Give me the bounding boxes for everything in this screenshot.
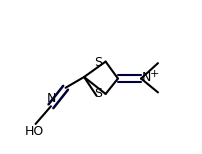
Text: N: N (142, 71, 151, 84)
Text: +: + (149, 69, 159, 79)
Text: HO: HO (25, 125, 44, 138)
Text: N: N (47, 93, 56, 105)
Text: S: S (94, 87, 102, 100)
Text: S: S (94, 56, 102, 69)
